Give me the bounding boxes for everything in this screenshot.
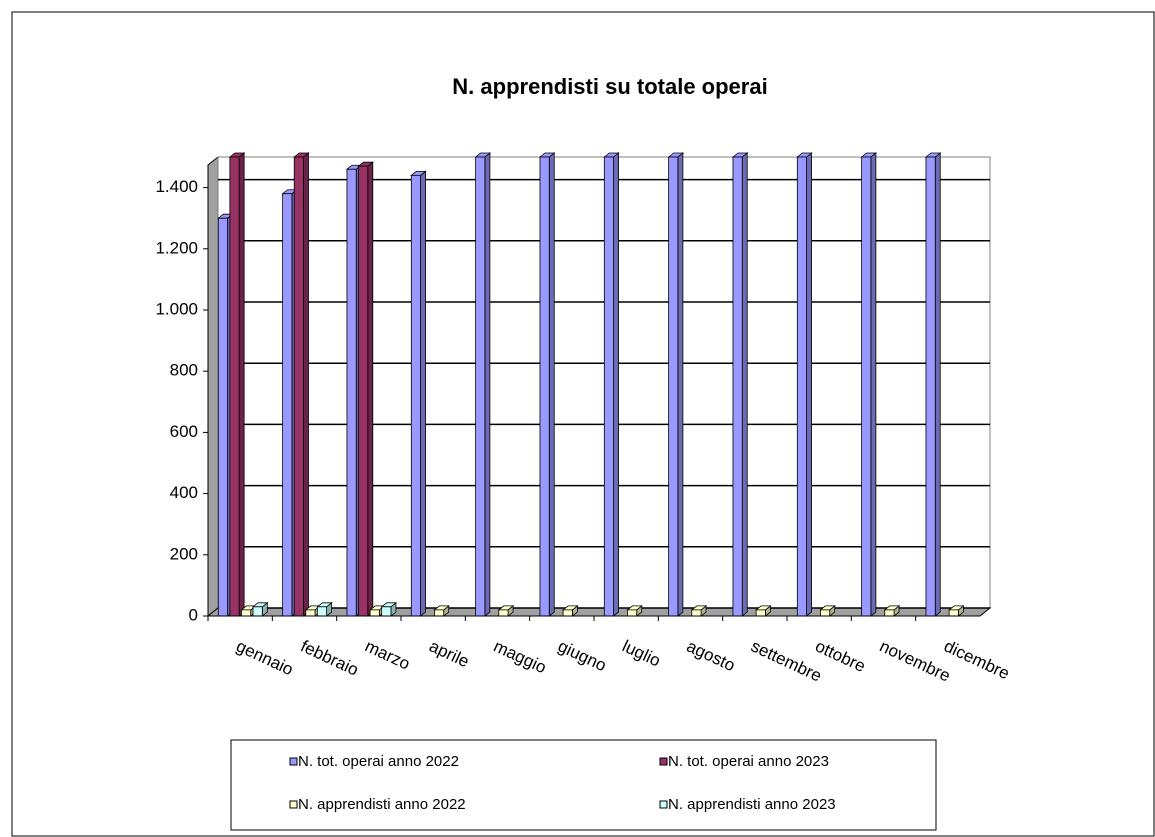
chart-title: N. apprendisti su totale operai	[452, 74, 767, 99]
y-tick-label: 0	[189, 605, 198, 624]
side-wall	[207, 155, 219, 618]
bar	[884, 609, 895, 617]
bar	[603, 156, 614, 617]
bar-side	[613, 152, 619, 617]
legend-label: N. tot. operai anno 2023	[668, 753, 829, 770]
legend-box	[230, 739, 937, 831]
bar	[346, 168, 357, 617]
bar	[948, 609, 959, 617]
bar	[305, 609, 316, 617]
legend-swatch	[659, 800, 668, 809]
bar	[539, 156, 550, 617]
bar	[369, 609, 380, 617]
bar-side	[806, 152, 812, 617]
bar-side	[741, 152, 748, 617]
bar-side	[870, 152, 877, 617]
bar	[282, 193, 293, 617]
bar	[252, 606, 263, 617]
bar	[475, 156, 486, 617]
y-tick-label: 800	[170, 361, 198, 380]
bar	[498, 609, 509, 617]
y-tick-label: 1.200	[155, 238, 198, 257]
legend-label: N. apprendisti anno 2023	[668, 796, 836, 813]
y-tick-label: 400	[170, 483, 198, 502]
bar	[562, 609, 573, 617]
bar-side	[934, 152, 941, 617]
y-tick-label: 1.400	[155, 177, 198, 196]
bar	[316, 606, 328, 617]
y-tick-label: 1.000	[155, 299, 198, 318]
legend-swatch	[289, 800, 298, 809]
legend-swatch	[289, 757, 298, 766]
bar-side	[548, 152, 555, 617]
bar	[627, 609, 638, 617]
bar-side	[484, 152, 491, 617]
bar	[861, 156, 872, 617]
bar-side	[303, 152, 309, 617]
bar	[381, 606, 392, 617]
bar	[241, 609, 252, 617]
y-tick-label: 600	[170, 422, 198, 441]
bar	[732, 156, 743, 617]
bar	[755, 609, 766, 617]
bar	[358, 165, 369, 617]
bar	[925, 156, 936, 617]
bar-side	[420, 170, 426, 617]
bar-side	[367, 161, 374, 617]
bar	[668, 156, 679, 617]
bar	[796, 156, 807, 617]
bar	[434, 609, 445, 617]
bar	[229, 156, 240, 617]
legend-swatch	[659, 757, 668, 766]
legend-label: N. apprendisti anno 2022	[298, 796, 466, 813]
bar	[293, 156, 304, 617]
bar	[217, 217, 228, 617]
bar-side	[677, 152, 684, 617]
bar	[691, 609, 702, 617]
bar	[410, 174, 421, 617]
legend-label: N. tot. operai anno 2022	[298, 753, 459, 770]
y-tick-label: 200	[170, 544, 198, 563]
bar-side	[238, 152, 245, 617]
bar	[820, 609, 831, 617]
